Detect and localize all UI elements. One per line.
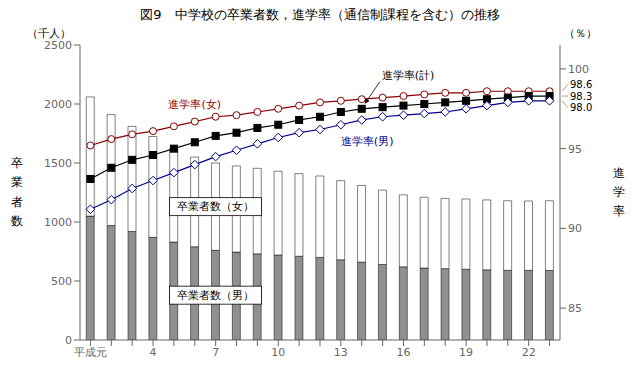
svg-text:85: 85 (568, 302, 582, 315)
svg-text:平成元: 平成元 (74, 346, 107, 359)
svg-text:100: 100 (568, 63, 589, 76)
html-text:進 学 率: 進 学 率 (613, 165, 625, 219)
svg-text:進学率(男): 進学率(男) (341, 135, 394, 148)
svg-text:4: 4 (150, 346, 157, 359)
svg-text:98.6: 98.6 (570, 79, 592, 90)
svg-text:13: 13 (334, 346, 348, 359)
svg-text:7: 7 (212, 346, 219, 359)
svg-text:90: 90 (568, 222, 582, 235)
html-text:（千人）: （千人） (27, 27, 71, 40)
svg-text:22: 22 (522, 346, 536, 359)
svg-text:16: 16 (396, 346, 410, 359)
html-text:図9 中学校の卒業者数，進学率（通信制課程を含む）の推移: 図9 中学校の卒業者数，進学率（通信制課程を含む）の推移 (140, 7, 500, 22)
svg-text:98.0: 98.0 (570, 102, 592, 113)
svg-text:500: 500 (51, 275, 72, 288)
svg-text:2500: 2500 (44, 39, 72, 52)
svg-text:98.3: 98.3 (570, 91, 592, 102)
svg-text:進学率(女): 進学率(女) (168, 98, 221, 111)
svg-text:進学率(計): 進学率(計) (382, 69, 435, 82)
svg-text:1500: 1500 (44, 157, 72, 170)
svg-text:1000: 1000 (44, 216, 72, 229)
svg-text:卒業者数（男）: 卒業者数（男） (177, 289, 254, 302)
html-text:卒 業 者 数: 卒 業 者 数 (11, 156, 23, 228)
svg-text:2000: 2000 (44, 98, 72, 111)
svg-text:0: 0 (65, 334, 72, 347)
svg-text:10: 10 (271, 346, 285, 359)
svg-text:卒業者数（女）: 卒業者数（女） (177, 200, 254, 213)
svg-text:95: 95 (568, 143, 582, 156)
svg-text:19: 19 (459, 346, 473, 359)
